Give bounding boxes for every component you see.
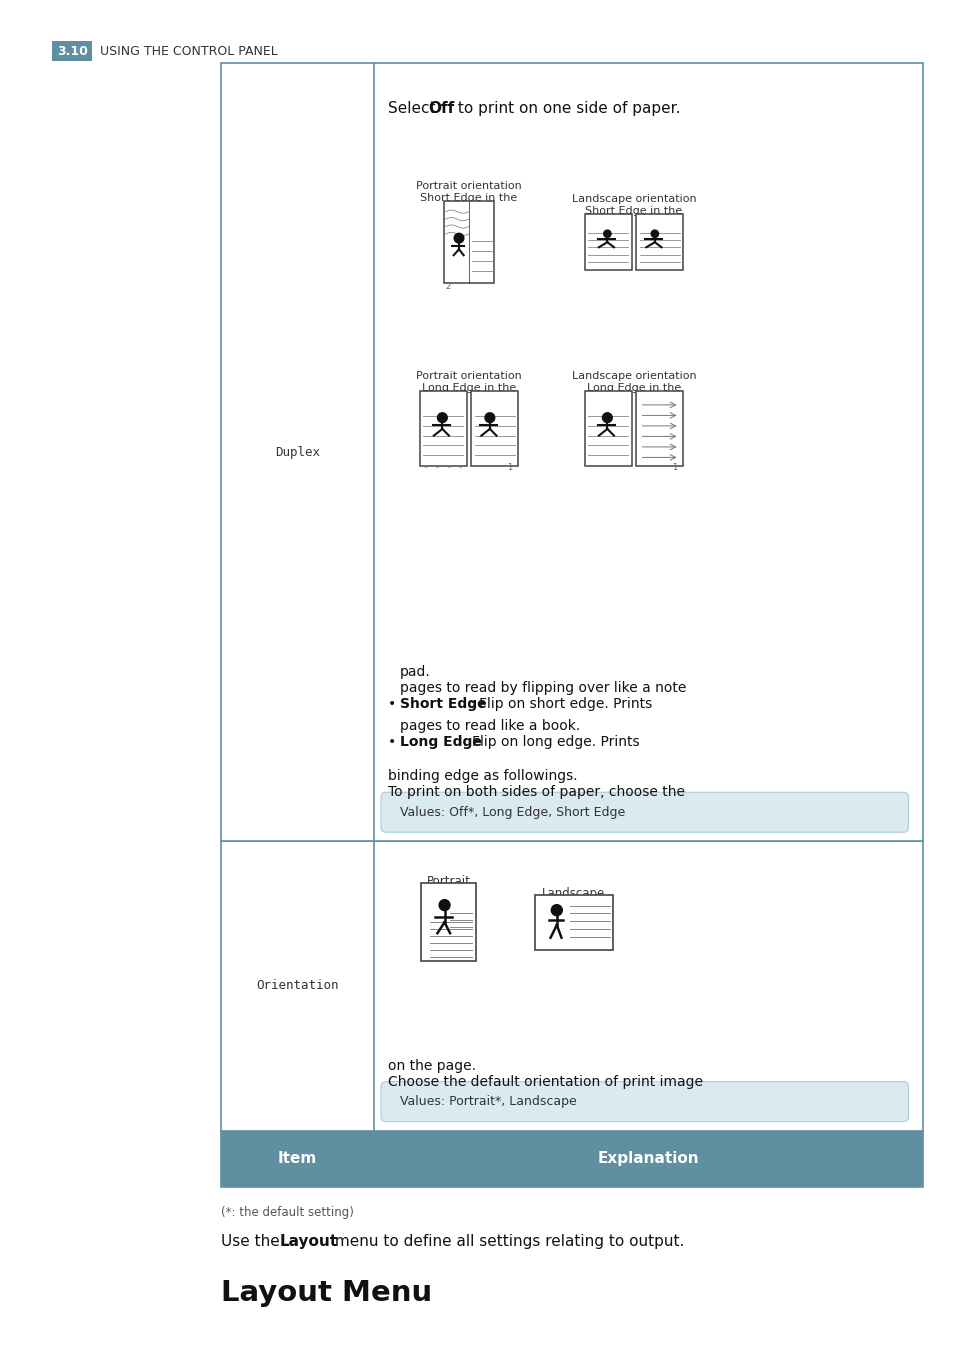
Text: binding edge as followings.: binding edge as followings. xyxy=(388,770,577,783)
Circle shape xyxy=(651,230,658,237)
Text: Choose the default orientation of print image: Choose the default orientation of print … xyxy=(388,1074,702,1089)
FancyBboxPatch shape xyxy=(471,392,517,467)
Text: : Flip on short edge. Prints: : Flip on short edge. Prints xyxy=(470,697,652,711)
FancyBboxPatch shape xyxy=(636,214,682,271)
FancyBboxPatch shape xyxy=(584,214,632,271)
Text: Short Edge: Short Edge xyxy=(399,697,486,711)
Text: menu to define all settings relating to output.: menu to define all settings relating to … xyxy=(330,1234,684,1249)
Text: Use the: Use the xyxy=(221,1234,285,1249)
Text: pad.: pad. xyxy=(399,665,430,680)
Text: Landscape orientation: Landscape orientation xyxy=(571,194,696,205)
Text: pages to read like a book.: pages to read like a book. xyxy=(399,719,579,734)
FancyBboxPatch shape xyxy=(380,1082,907,1121)
Text: to print on one side of paper.: to print on one side of paper. xyxy=(453,101,679,116)
FancyBboxPatch shape xyxy=(221,1131,923,1187)
FancyBboxPatch shape xyxy=(636,392,682,467)
Text: Short Edge in the: Short Edge in the xyxy=(420,192,517,203)
Text: •: • xyxy=(388,735,395,750)
Text: Long Edge in the: Long Edge in the xyxy=(586,384,680,393)
Circle shape xyxy=(551,905,561,915)
Text: Values: Off*, Long Edge, Short Edge: Values: Off*, Long Edge, Short Edge xyxy=(399,806,624,818)
Text: Explanation: Explanation xyxy=(598,1151,699,1167)
Text: Portrait orientation: Portrait orientation xyxy=(416,180,521,191)
Circle shape xyxy=(603,230,610,237)
Text: Landscape: Landscape xyxy=(541,887,605,899)
Circle shape xyxy=(438,899,450,911)
Text: To print on both sides of paper, choose the: To print on both sides of paper, choose … xyxy=(388,785,684,800)
Text: 2: 2 xyxy=(445,281,451,291)
FancyBboxPatch shape xyxy=(52,42,92,61)
Text: Off: Off xyxy=(428,101,454,116)
Text: : Flip on long edge. Prints: : Flip on long edge. Prints xyxy=(462,735,639,750)
Text: pages to read by flipping over like a note: pages to read by flipping over like a no… xyxy=(399,681,685,696)
FancyBboxPatch shape xyxy=(584,392,632,467)
Text: Landscape orientation: Landscape orientation xyxy=(571,371,696,381)
Text: 1: 1 xyxy=(507,463,512,471)
Text: (*: the default setting): (*: the default setting) xyxy=(221,1206,354,1219)
Text: Long Edge in the: Long Edge in the xyxy=(421,384,516,393)
FancyBboxPatch shape xyxy=(380,793,907,832)
Text: Values: Portrait*, Landscape: Values: Portrait*, Landscape xyxy=(399,1096,577,1108)
Text: Portrait: Portrait xyxy=(427,875,471,888)
FancyBboxPatch shape xyxy=(419,392,467,467)
Text: 3.10: 3.10 xyxy=(57,44,88,58)
Text: Select: Select xyxy=(388,101,440,116)
Text: Duplex: Duplex xyxy=(274,446,320,459)
Text: Layout Menu: Layout Menu xyxy=(221,1279,432,1307)
Text: Short Edge in the: Short Edge in the xyxy=(585,206,682,217)
Text: •: • xyxy=(388,697,395,711)
Text: Layout: Layout xyxy=(279,1234,337,1249)
Circle shape xyxy=(484,413,495,423)
FancyBboxPatch shape xyxy=(535,895,613,950)
FancyBboxPatch shape xyxy=(443,201,494,284)
FancyBboxPatch shape xyxy=(421,883,476,961)
Text: Orientation: Orientation xyxy=(256,980,338,992)
FancyBboxPatch shape xyxy=(221,841,923,1131)
Text: on the page.: on the page. xyxy=(388,1059,476,1073)
Text: Long Edge: Long Edge xyxy=(399,735,481,750)
Circle shape xyxy=(437,413,447,423)
FancyBboxPatch shape xyxy=(221,63,923,841)
Text: Portrait orientation: Portrait orientation xyxy=(416,371,521,381)
Text: USING THE CONTROL PANEL: USING THE CONTROL PANEL xyxy=(100,44,278,58)
Text: 1: 1 xyxy=(672,463,677,471)
Circle shape xyxy=(454,233,463,244)
Text: Item: Item xyxy=(277,1151,317,1167)
Circle shape xyxy=(602,413,612,423)
